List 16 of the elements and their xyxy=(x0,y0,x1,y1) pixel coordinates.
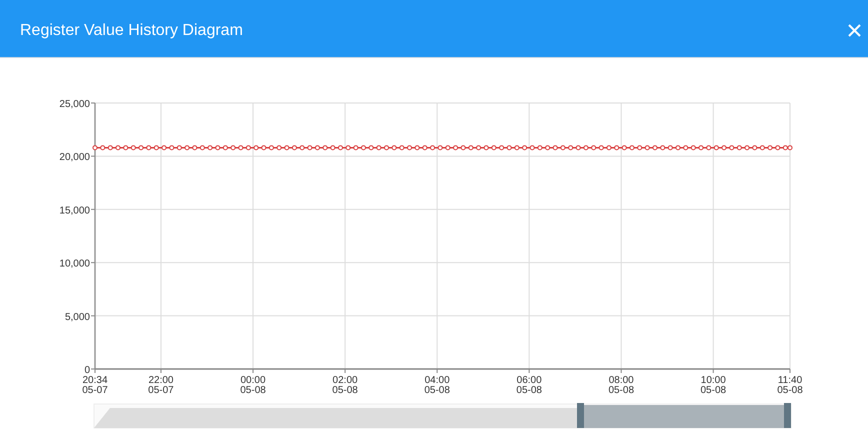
x-tick-label: 02:00 05-08 xyxy=(332,375,358,396)
x-tick-label: 11:40 05-08 xyxy=(777,375,804,396)
x-tick-label: 10:00 05-08 xyxy=(700,375,727,396)
y-tick-label: 25,000 xyxy=(59,99,90,110)
x-tick-label: 00:00 05-08 xyxy=(240,375,266,396)
x-tick-label: 20:34 05-07 xyxy=(82,375,108,396)
y-tick-label: 15,000 xyxy=(59,205,90,216)
y-tick-label: 5,000 xyxy=(64,312,90,323)
y-tick-label: 10,000 xyxy=(59,258,90,270)
y-tick-label: 20,000 xyxy=(59,152,90,164)
chart-title: Register Value History Diagram xyxy=(20,22,243,39)
x-tick-label: 08:00 05-08 xyxy=(608,375,634,396)
x-tick-label: 06:00 05-08 xyxy=(516,375,542,396)
y-tick-label: 0 xyxy=(84,365,90,376)
x-tick-label: 04:00 05-08 xyxy=(424,375,450,396)
x-tick-label: 22:00 05-07 xyxy=(148,375,174,396)
